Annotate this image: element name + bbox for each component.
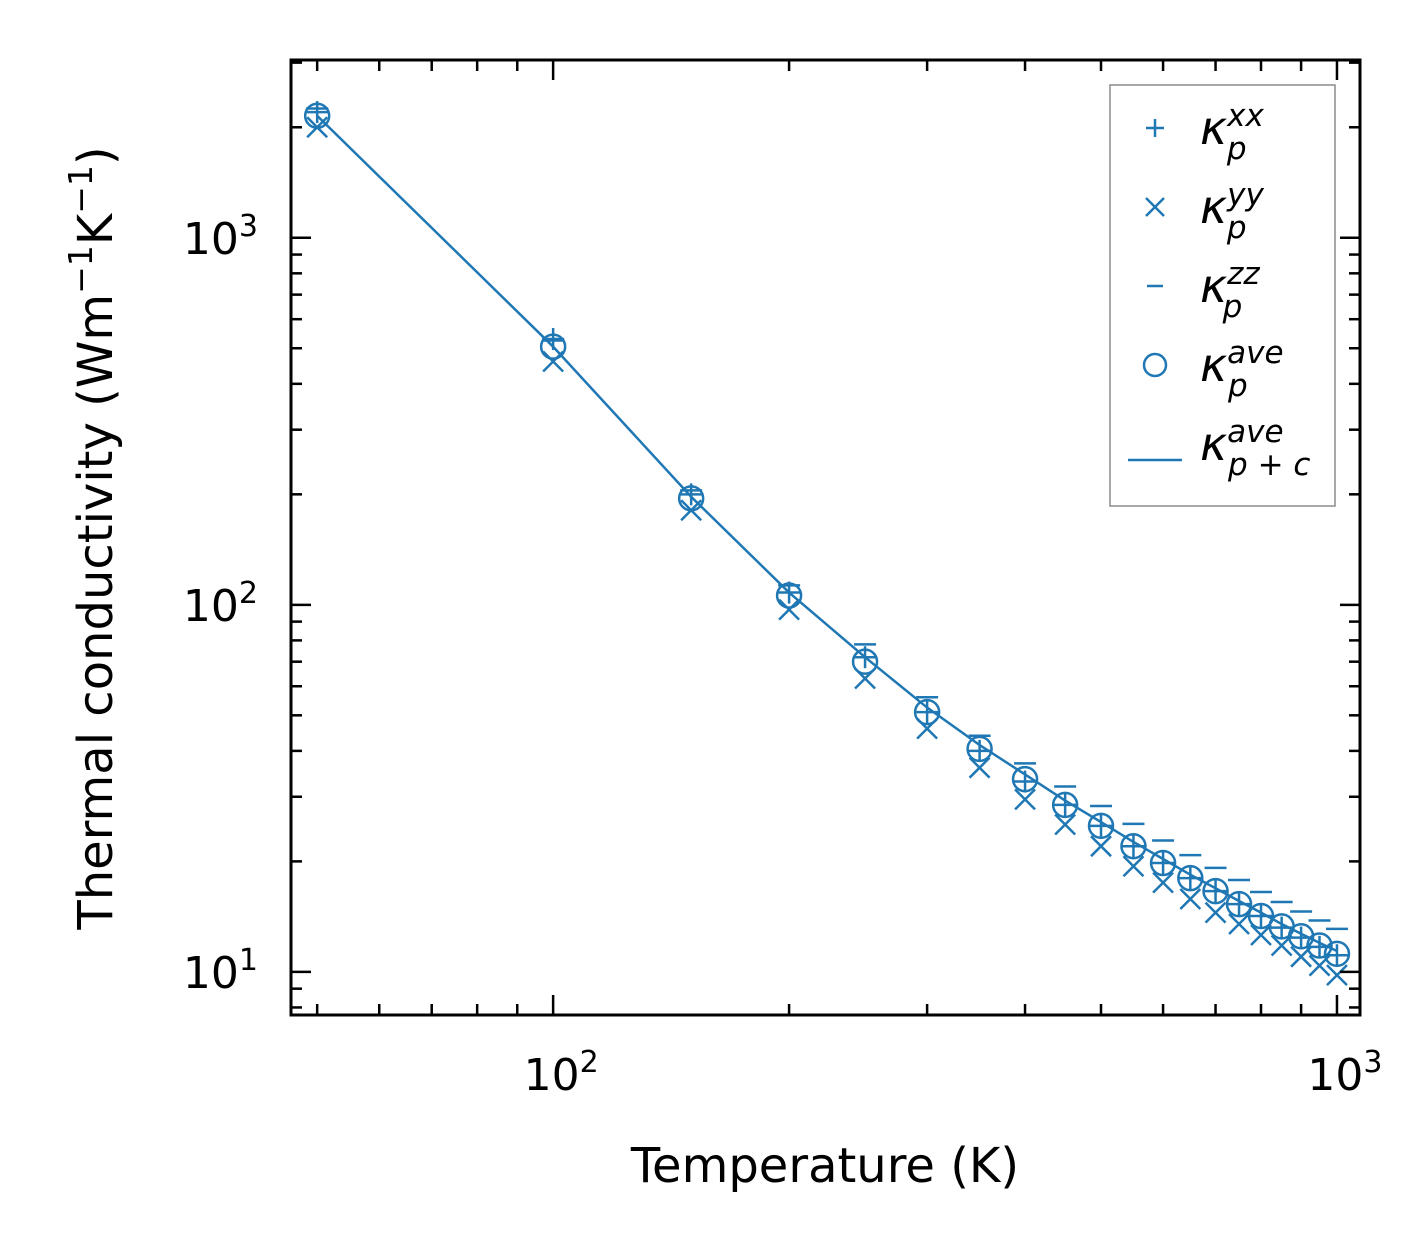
legend-label: κxx p	[1200, 98, 1264, 167]
series-1-point	[1204, 901, 1227, 924]
x-tick-label: 102	[524, 1045, 599, 1101]
series-1-point	[968, 756, 991, 779]
series-3-point	[1247, 902, 1275, 930]
legend-marker	[1145, 197, 1165, 217]
data-marks	[303, 101, 1351, 986]
axis-ticks	[291, 60, 1360, 1015]
series-line-4	[316, 114, 1338, 953]
series-3-point	[1051, 791, 1079, 819]
x-axis-label: Temperature (K)	[630, 1138, 1019, 1194]
y-tick-label: 102	[183, 576, 258, 632]
y-axis-label: Thermal conductivity (Wm−1K−1)	[61, 146, 124, 930]
series-1-point	[1326, 964, 1348, 986]
series-3-point	[1202, 877, 1229, 905]
series-3-point	[851, 648, 879, 675]
series-3-point	[1323, 940, 1351, 968]
series-1-point	[1090, 835, 1112, 858]
series-3-point	[1087, 812, 1115, 840]
x-tick-label: 103	[1307, 1045, 1382, 1101]
series-3-point	[1225, 890, 1253, 918]
series-1-point	[1122, 855, 1145, 878]
legend-marker	[1142, 352, 1168, 378]
series-1-point	[1054, 813, 1077, 836]
series-3-point	[677, 485, 705, 512]
y-tick-labels: 101 102 103	[183, 209, 258, 999]
series-1-point	[778, 598, 800, 621]
legend-box	[1109, 84, 1336, 507]
series-3-point	[966, 735, 993, 763]
series-1-point	[1179, 888, 1202, 910]
series-3-point	[913, 698, 941, 726]
series-3-point	[1120, 832, 1147, 860]
y-tick-label: 101	[183, 943, 258, 999]
series-3-point	[1011, 765, 1039, 793]
series-3-point	[1149, 849, 1177, 877]
series-3-point	[1177, 864, 1204, 892]
series-1-point	[1152, 871, 1174, 894]
series-1-point	[1014, 788, 1036, 811]
legend: κxx p κyy p κzz p κave p κave p + c	[1109, 84, 1336, 507]
legend-label: κave p + c	[1200, 414, 1310, 483]
series-1-point	[1250, 924, 1272, 946]
series-3-point	[539, 333, 567, 360]
series-3-point	[775, 582, 803, 609]
plot-frame	[289, 58, 1362, 1017]
legend-label: κyy p	[1200, 177, 1264, 246]
series-1-point	[1228, 913, 1250, 935]
series-3-point	[303, 102, 331, 129]
legend-label: κave p	[1200, 335, 1284, 404]
x-tick-labels: 102 103	[524, 1045, 1383, 1101]
series-3-point	[1306, 932, 1333, 959]
y-tick-label: 103	[183, 209, 258, 265]
legend-label: κzz p	[1200, 256, 1260, 325]
